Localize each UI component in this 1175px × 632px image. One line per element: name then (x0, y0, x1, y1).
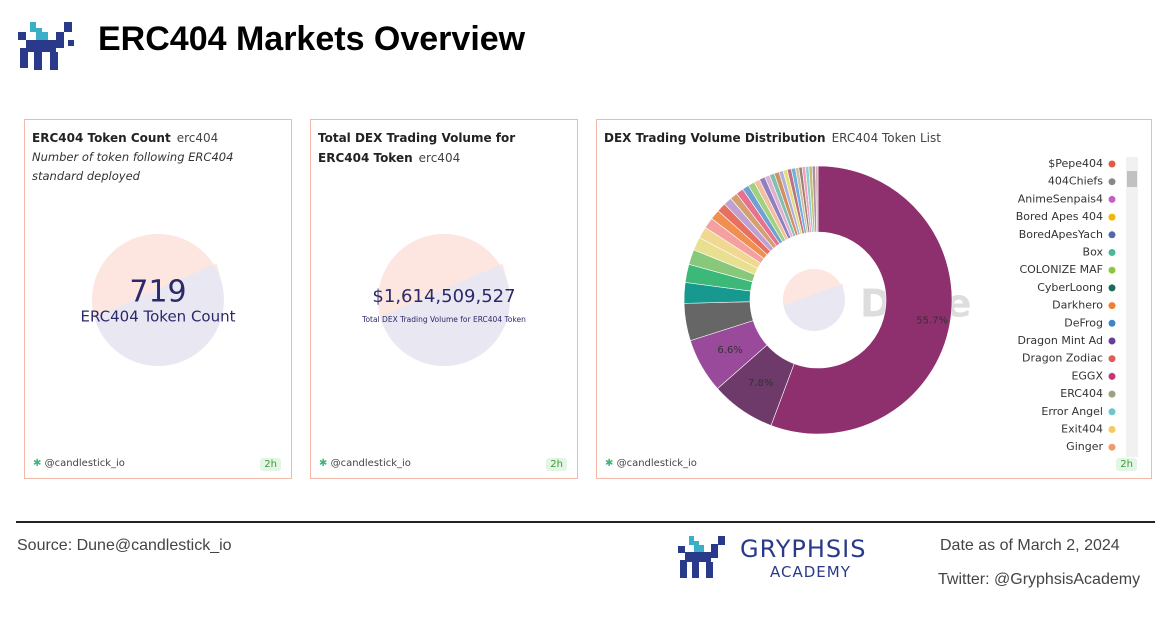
legend-swatch (1108, 355, 1116, 363)
legend-label: 404Chiefs (1048, 175, 1103, 188)
brand: GRYPHSIS (740, 535, 867, 563)
legend-swatch (1108, 195, 1116, 203)
legend-label: AnimeSenpais4 (1018, 192, 1103, 205)
slice-label: 55.7% (916, 316, 948, 327)
divider (16, 521, 1155, 523)
legend-label: Dragon Mint Ad (1017, 334, 1103, 347)
legend-label: Dragon Zodiac (1022, 352, 1103, 365)
watermark-logo (783, 269, 845, 306)
scrollbar-thumb[interactable] (1127, 171, 1137, 187)
donut-slice (770, 165, 953, 435)
age-badge[interactable]: 2h (546, 458, 567, 471)
legend-label: EGGX (1071, 369, 1103, 382)
slice-label: 7.8% (748, 378, 773, 389)
author: @candlestick_io (616, 458, 697, 469)
legend-swatch (1108, 372, 1116, 380)
legend-swatch (1108, 284, 1116, 292)
logo (18, 22, 74, 70)
age-badge[interactable]: 2h (1116, 458, 1137, 471)
counter-value: $1,614,509,527 (372, 286, 515, 307)
date: Date as of March 2, 2024 (940, 537, 1120, 554)
legend-swatch (1108, 213, 1116, 221)
author: @candlestick_io (330, 458, 411, 469)
age-badge[interactable]: 2h (260, 458, 281, 471)
panel-title: DEX Trading Volume Distribution ERC404 To… (604, 128, 941, 148)
panel-name: Total DEX Trading Volume for ERC404 Toke… (318, 131, 516, 165)
donut-chart: Dune 55.7%7.8%6.6%$Pepe404404ChiefsAnime… (683, 157, 1138, 457)
legend-label: ERC404 (1060, 387, 1103, 400)
source: Source: Dune@candlestick_io (17, 537, 232, 554)
legend-swatch (1108, 443, 1116, 451)
brand-logo (678, 536, 725, 578)
counter-label: ERC404 Token Count (80, 308, 235, 326)
legend-label: $Pepe404 (1048, 157, 1103, 170)
panel: ERC404 Token Count erc404 Number of token… (24, 119, 292, 479)
legend-swatch (1108, 178, 1116, 186)
panel-author: ✱ @candlestick_io (605, 458, 697, 469)
legend-label: Ginger (1066, 440, 1103, 453)
panel-name: ERC404 Token Count (32, 131, 171, 145)
panel-tag: erc404 (418, 151, 461, 165)
legend-label: DeFrog (1064, 316, 1103, 329)
panel-title: ERC404 Token Count erc404 (32, 128, 218, 148)
author: @candlestick_io (44, 458, 125, 469)
panel-author: ✱ @candlestick_io (33, 458, 125, 469)
panel-title: Total DEX Trading Volume for ERC404 Toke… (318, 128, 568, 168)
counter: 719 ERC404 Token Count (80, 234, 236, 366)
panel-tag: erc404 (176, 131, 219, 145)
legend-swatch (1108, 426, 1116, 433)
legend-label: Bored Apes 404 (1016, 210, 1103, 223)
scrollbar[interactable] (1126, 157, 1138, 457)
legend-swatch (1108, 302, 1116, 310)
panel-author: ✱ @candlestick_io (319, 458, 411, 469)
legend-label: BoredApesYach (1019, 228, 1103, 241)
legend-swatch (1108, 249, 1116, 256)
legend-swatch (1108, 408, 1116, 416)
panel-name: DEX Trading Volume Distribution (604, 131, 826, 145)
legend-label: Error Angel (1041, 405, 1103, 418)
legend-swatch (1108, 390, 1116, 398)
legend-swatch (1108, 266, 1116, 274)
counter: $1,614,509,527 Total DEX Trading Volume … (361, 234, 526, 366)
legend-swatch (1108, 160, 1116, 168)
page-title: ERC404 Markets Overview (98, 20, 526, 58)
legend-label: Box (1083, 246, 1104, 259)
donut-slice (815, 165, 819, 233)
legend-swatch (1108, 337, 1116, 345)
panel-tag: ERC404 Token List (831, 131, 941, 145)
twitter: Twitter: @GryphsisAcademy (938, 571, 1141, 588)
legend-label: Exit404 (1061, 423, 1103, 436)
brand-sub: ACADEMY (770, 563, 851, 581)
panel-description: Number of token following ERC404 standar… (32, 150, 234, 183)
slice-label: 6.6% (717, 345, 742, 356)
legend-swatch (1108, 319, 1116, 327)
counter-bg (92, 234, 222, 318)
legend-label: Darkhero (1052, 299, 1103, 312)
counter-value: 719 (129, 275, 186, 310)
counter-label: Total DEX Trading Volume for ERC404 Toke… (361, 315, 526, 324)
legend-swatch (1108, 231, 1116, 239)
counter-bg (378, 234, 508, 318)
panel: Total DEX Trading Volume for ERC404 Toke… (310, 119, 578, 479)
legend-label: COLONIZE MAF (1019, 263, 1103, 276)
legend-label: CyberLoong (1037, 281, 1103, 294)
